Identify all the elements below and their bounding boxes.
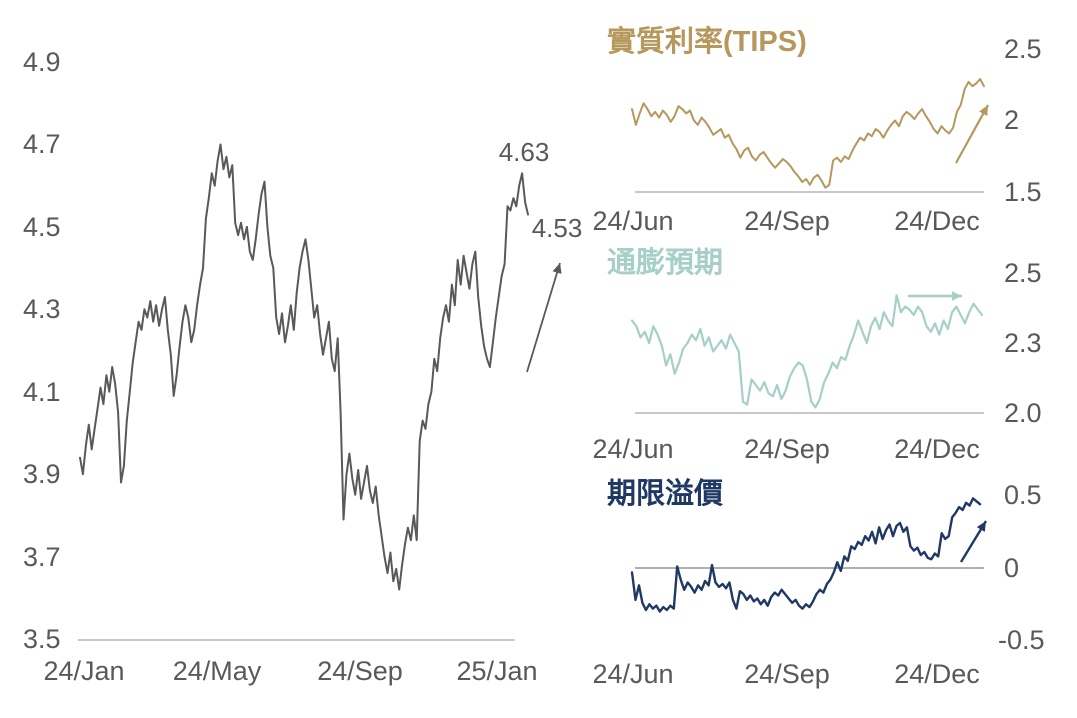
tips-x-tick: 24/Dec [894, 206, 980, 236]
us10y-yield-trend-arrow-shaft [526, 262, 561, 373]
real-rate-tips-chart-canvas [631, 78, 989, 193]
breakeven-x-tick: 24/Dec [894, 434, 980, 464]
peak-value-label: 4.63 [498, 137, 550, 167]
breakeven-x-tick: 24/Sep [744, 434, 830, 464]
main-y-tick: 4.1 [23, 377, 61, 407]
main-y-tick: 3.5 [23, 624, 61, 654]
main-x-tick: 25/Jan [456, 656, 538, 686]
term-premium-series-line [630, 497, 982, 613]
real-rate-tips-series-line [631, 78, 985, 189]
term-premium-y-tick: 0.5 [1004, 480, 1042, 510]
term-premium-chart-canvas [630, 497, 988, 613]
main-x-tick: 24/Jan [43, 656, 125, 686]
term-premium-trend-arrow-head [976, 521, 986, 532]
tips-x-tick: 24/Jun [592, 206, 674, 236]
term-premium-x-tick: 24/Jun [592, 659, 674, 689]
main-y-tick: 4.9 [23, 47, 61, 77]
term-premium-x-tick: 24/Dec [894, 659, 980, 689]
inflation-expectations-chart-canvas [630, 291, 984, 414]
breakeven-y-tick: 2.3 [1004, 328, 1042, 358]
tips-y-tick: 1.5 [1004, 177, 1042, 207]
main-y-tick: 3.9 [23, 459, 61, 489]
real-rate-tips-title: 實質利率(TIPS) [607, 26, 807, 58]
real-rate-tips-trend-arrow-shaft [955, 104, 989, 164]
breakeven-x-tick: 24/Jun [592, 434, 674, 464]
us10y-yield-trend-arrow-head [552, 263, 562, 274]
breakeven-y-tick: 2.5 [1004, 258, 1042, 288]
tips-y-tick: 2 [1004, 105, 1020, 135]
latest-value-label: 4.53 [531, 213, 583, 243]
main-x-tick: 24/Sep [317, 656, 403, 686]
main-y-tick: 4.3 [23, 294, 61, 324]
us10y-yield-series-line [79, 143, 529, 591]
tips-x-tick: 24/Sep [744, 206, 830, 236]
main-y-tick: 4.7 [23, 129, 61, 159]
term-premium-y-tick: 0 [1004, 553, 1020, 583]
inflation-expectations-title: 通膨預期 [607, 247, 724, 279]
real-rate-tips-trend-arrow-head [979, 105, 988, 116]
term-premium-title: 期限溢價 [607, 478, 724, 510]
inflation-expectations-trend-arrow-head [952, 291, 962, 301]
breakeven-y-tick: 2.0 [1004, 398, 1042, 428]
main-x-tick: 24/May [172, 656, 262, 686]
inflation-expectations-series-line [630, 294, 984, 409]
term-premium-x-tick: 24/Sep [744, 659, 830, 689]
main-y-tick: 3.7 [23, 542, 61, 572]
tips-y-tick: 2.5 [1004, 34, 1042, 64]
term-premium-y-tick: -0.5 [998, 625, 1045, 655]
main-y-tick: 4.5 [23, 212, 61, 242]
main-yield-chart-canvas [78, 143, 562, 641]
